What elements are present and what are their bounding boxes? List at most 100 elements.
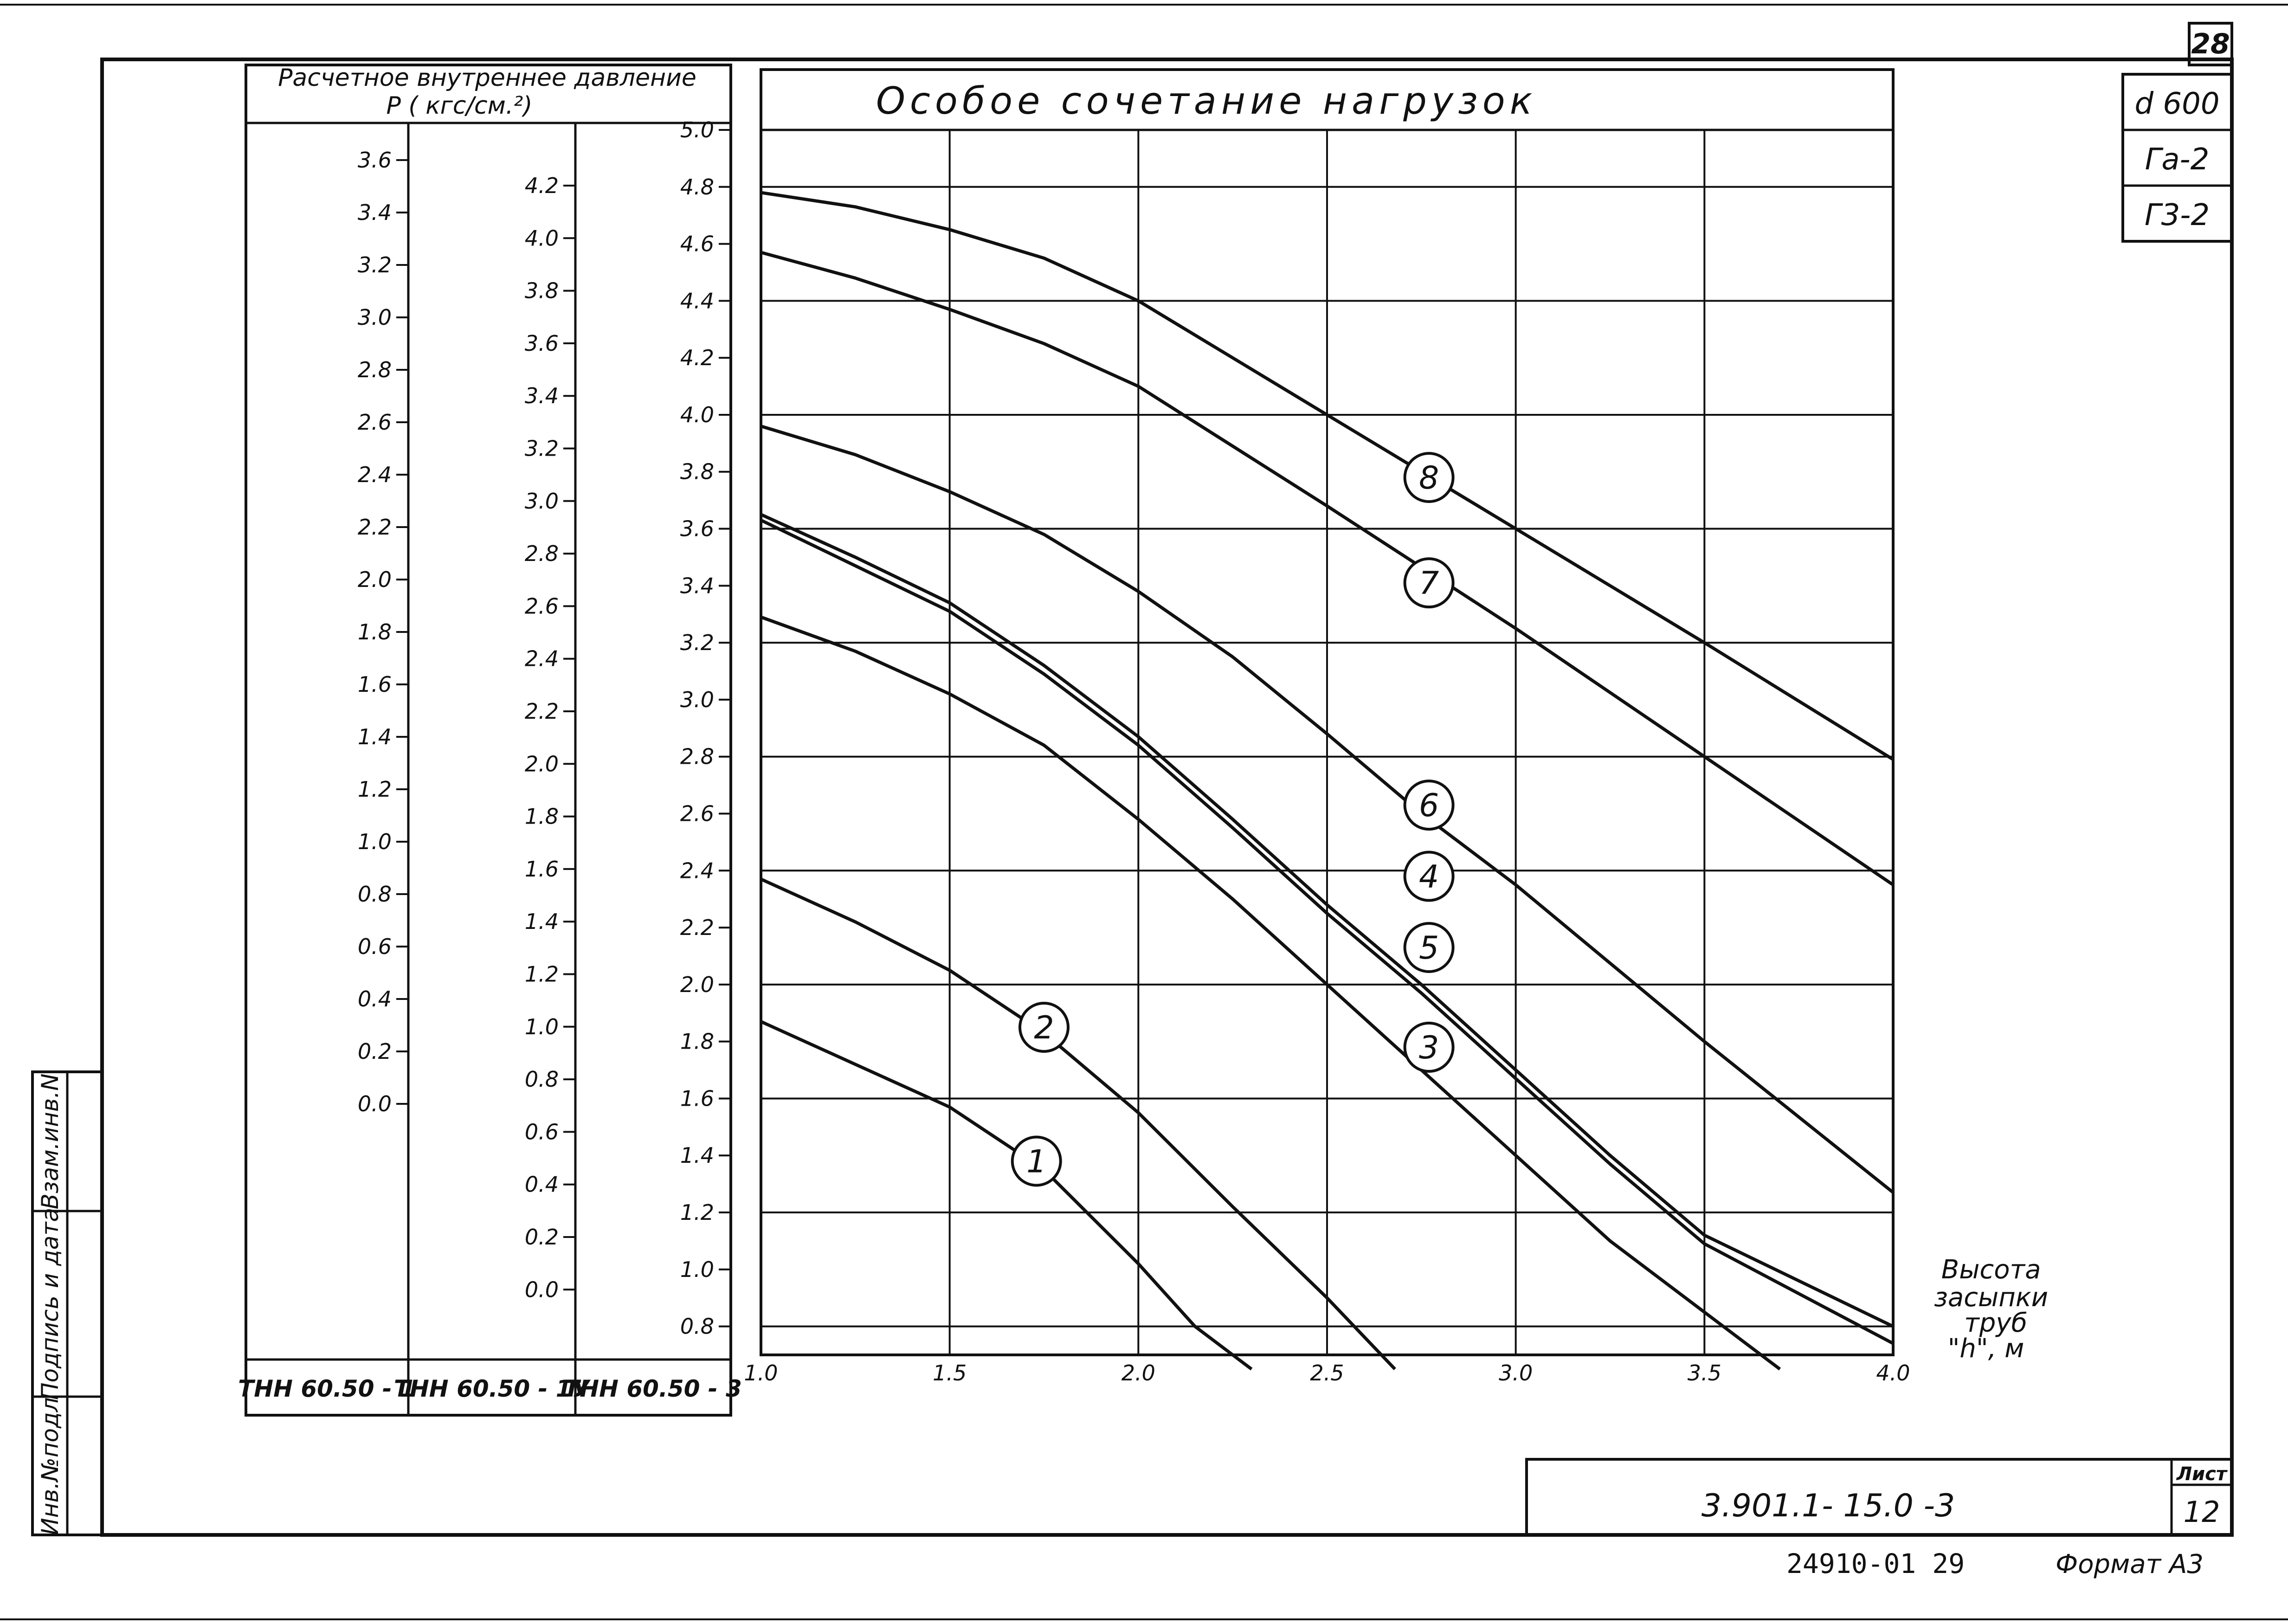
scale-tick-label: 2.2 (525, 699, 559, 724)
curve-marker-label-6: 6 (1419, 787, 1439, 824)
scale-tick-label: 1.6 (525, 857, 559, 882)
scale-tick-label: 2.4 (680, 858, 714, 883)
scale-tick-label: 3.2 (525, 436, 559, 461)
scale-tick-label: 1.2 (358, 777, 392, 802)
x-tick-label: 2.0 (1121, 1360, 1155, 1386)
scale-tick-label: 3.8 (525, 278, 559, 303)
curve-marker-1 (1011, 1135, 1062, 1187)
scale-tick-label: 2.2 (680, 915, 714, 940)
x-tick-labels: 1.0 1.5 2.0 2.5 3.0 3.5 4.0 (744, 1360, 1910, 1386)
scale-tick-label: 1.8 (358, 619, 392, 644)
scale-column-1: 3.6 3.4 3.2 3.0 2.8 2.6 2.4 2.2 2.0 1.8 1.6 1.4 1.2 1… (358, 148, 408, 1116)
curve-marker-3 (1403, 1021, 1455, 1073)
scale-tick-label: 2.8 (680, 744, 714, 769)
scale-tick-label: 3.4 (680, 573, 714, 598)
series-line-2 (760, 877, 1396, 1371)
column-label-1: ТНН 60.50 - 1 (238, 1375, 416, 1402)
scale-tick-label: 1.4 (680, 1143, 714, 1168)
curve-marker-8 (1403, 452, 1455, 503)
scale-tick-label: 1.8 (525, 804, 559, 829)
scale-tick-label: 0.6 (358, 934, 392, 959)
scale-column-3: 5.0 4.8 4.6 4.4 4.2 4.0 3.8 3.6 3.4 3.2 3.0 2.8 2.6 2… (680, 117, 731, 1339)
scale-tick-label: 2.4 (358, 462, 392, 487)
chart-series (760, 191, 1895, 1371)
curve-marker-6 (1403, 780, 1455, 831)
scale-tick-label: 1.0 (680, 1257, 714, 1282)
scale-tick-label: 1.4 (358, 724, 392, 749)
x-tick-label: 3.5 (1688, 1360, 1721, 1386)
curve-marker-4 (1403, 851, 1455, 902)
scale-column-2: 4.2 4.0 3.8 3.6 3.4 3.2 3.0 2.8 2.6 2.4 2.2 2.0 1.8 1… (525, 173, 575, 1302)
x-tick-label: 2.5 (1310, 1360, 1344, 1386)
curve-marker-2 (1018, 1001, 1070, 1053)
scale-tick-label: 4.8 (680, 174, 714, 200)
scale-tick-label: 4.0 (525, 226, 559, 251)
scale-tick-label: 3.2 (680, 630, 714, 655)
sheet-label: Лист (2176, 1463, 2228, 1485)
x-tick-label: 1.0 (744, 1360, 778, 1386)
x-axis-label: Высота засыпки труб "h", м (1934, 1255, 2056, 1364)
series-line-5 (760, 518, 1894, 1345)
curve-marker-label-8: 8 (1419, 460, 1439, 496)
scale-tick-label: 4.4 (680, 288, 714, 313)
curve-marker-7 (1403, 557, 1455, 609)
curve-marker-label-5: 5 (1419, 930, 1439, 967)
scale-tick-label: 3.0 (525, 489, 559, 514)
scale-tick-label: 3.4 (358, 200, 392, 225)
scale-tick-label: 2.0 (358, 567, 392, 592)
scale-tick-label: 1.4 (525, 909, 559, 934)
scale-tick-label: 3.6 (358, 148, 392, 173)
doc-code: 3.901.1- 15.0 -3 (1701, 1488, 1955, 1524)
archive-code: 24910-01 29 (1786, 1548, 1965, 1579)
curve-marker-label-3: 3 (1419, 1030, 1439, 1066)
scale-tick-label: 3.6 (525, 331, 559, 356)
column-label-2: ТНН 60.50 - 1У (394, 1375, 591, 1402)
scale-tick-label: 0.2 (525, 1224, 559, 1250)
stamp-podpis-data: Подпись и дата (37, 1208, 64, 1400)
series-line-6 (760, 425, 1895, 1194)
scale-tick-label: 1.6 (358, 672, 392, 697)
sheet-number-top: 28 (2191, 28, 2230, 60)
format-label: Формат А3 (2056, 1549, 2204, 1579)
curve-marker-label-4: 4 (1419, 859, 1439, 896)
column-label-3: ТНН 60.50 - 3 (564, 1375, 742, 1402)
scale-tick-label: 0.6 (525, 1119, 559, 1144)
scale-tick-label: 3.4 (525, 383, 559, 408)
series-line-3 (760, 615, 1781, 1371)
scale-tick-label: 4.0 (680, 402, 714, 427)
scale-tick-label: 2.2 (358, 515, 392, 540)
stamp-g3: Г3-2 (2145, 198, 2210, 232)
pressure-scale-table: Расчетное внутреннее давление P ( кгс/см… (238, 64, 742, 1417)
scale-header-line1: Расчетное внутреннее давление (278, 64, 696, 92)
curve-marker-label-1: 1 (1026, 1144, 1046, 1180)
stamp-inv-podl: Инв.№подл (37, 1397, 64, 1535)
side-stamp: Инв.№подл Подпись и дата Взам.инв.N (31, 1070, 103, 1536)
x-tick-label: 4.0 (1876, 1360, 1910, 1386)
title-block: 3.901.1- 15.0 -3 Лист 12 (1525, 1458, 2233, 1536)
stamp-diameter: d 600 (2134, 87, 2219, 121)
x-tick-label: 3.0 (1499, 1360, 1533, 1386)
scale-tick-label: 0.2 (358, 1039, 392, 1064)
scale-tick-label: 0.8 (525, 1067, 559, 1092)
scale-tick-label: 0.0 (525, 1277, 559, 1302)
scale-tick-label: 0.0 (358, 1091, 392, 1116)
series-line-1 (760, 1020, 1253, 1371)
scale-tick-label: 2.6 (358, 410, 392, 435)
scale-tick-label: 0.8 (358, 882, 392, 907)
scale-tick-label: 3.0 (358, 305, 392, 330)
scale-tick-label: 2.4 (525, 646, 559, 671)
scale-tick-label: 2.8 (358, 357, 392, 382)
scale-tick-label: 3.0 (680, 687, 714, 712)
stamp-vzam-inv: Взам.инв.N (37, 1073, 64, 1209)
scale-tick-label: 2.0 (525, 751, 559, 776)
scale-tick-label: 1.6 (680, 1086, 714, 1111)
scale-tick-label: 1.0 (525, 1014, 559, 1039)
scale-tick-label: 2.6 (525, 593, 559, 619)
scale-tick-label: 2.0 (680, 972, 714, 997)
sheet-frame: 28 d 600 Гa-2 Г3-2 Инв.№подл Подпись и д… (0, 4, 2288, 1620)
chart-title: Особое сочетание нагрузок (876, 79, 1537, 122)
scale-tick-label: 5.0 (680, 117, 714, 142)
scale-tick-label: 1.8 (680, 1029, 714, 1054)
scale-tick-label: 0.4 (525, 1172, 559, 1197)
curve-marker-5 (1403, 922, 1455, 973)
